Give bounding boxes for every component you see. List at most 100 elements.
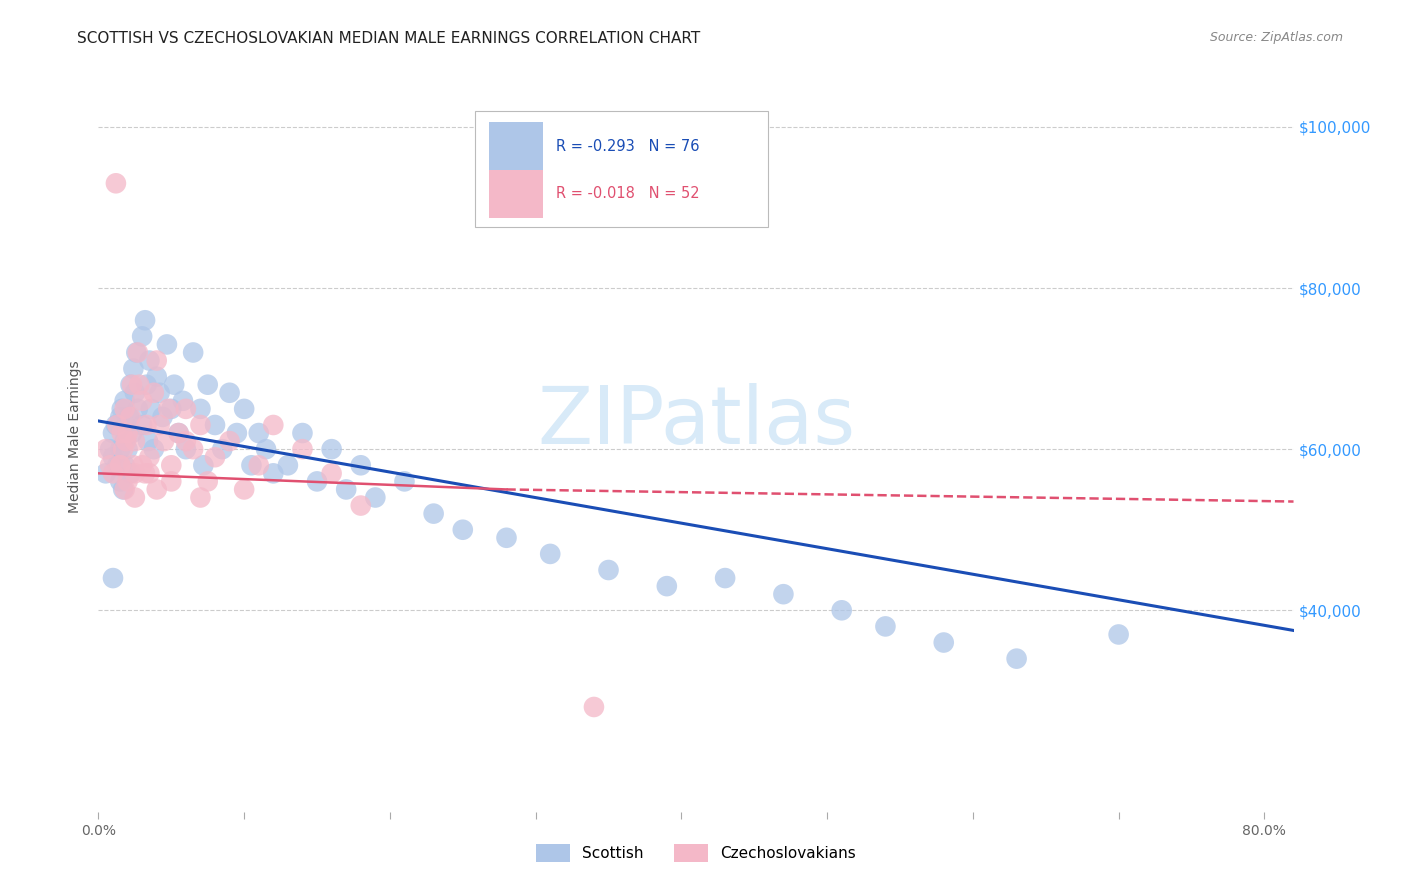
Point <box>134 313 156 327</box>
Point <box>350 458 373 473</box>
Point <box>181 345 204 359</box>
Point <box>94 442 117 457</box>
Point <box>114 483 136 497</box>
Point <box>120 409 142 424</box>
Point <box>110 475 132 489</box>
Point <box>190 491 212 505</box>
Point <box>114 401 136 416</box>
Point <box>538 547 561 561</box>
Point <box>112 442 135 457</box>
Point <box>233 483 256 497</box>
Point <box>160 401 183 416</box>
Point <box>101 467 124 481</box>
Point <box>128 377 150 392</box>
Point <box>598 563 620 577</box>
Point <box>120 467 142 481</box>
Point <box>149 417 172 432</box>
Point <box>112 483 135 497</box>
Point <box>117 442 139 457</box>
Point <box>145 483 167 497</box>
Point <box>134 467 156 481</box>
Point <box>157 401 180 416</box>
Point <box>135 377 157 392</box>
Point <box>117 475 139 489</box>
FancyBboxPatch shape <box>489 122 543 171</box>
Point <box>153 434 176 449</box>
Point <box>111 401 134 416</box>
Point <box>211 442 233 457</box>
Point <box>277 458 299 473</box>
Point <box>117 425 139 440</box>
Point <box>142 442 165 457</box>
Point <box>125 345 148 359</box>
Point <box>142 385 165 400</box>
Point <box>422 507 444 521</box>
Point <box>875 619 897 633</box>
Point <box>225 425 247 440</box>
Point <box>104 417 127 432</box>
Point <box>101 425 124 440</box>
Point <box>114 393 136 408</box>
Point <box>772 587 794 601</box>
Point <box>111 425 134 440</box>
Point <box>174 434 197 449</box>
Point <box>172 393 194 408</box>
Point <box>110 458 132 473</box>
Point <box>131 417 153 432</box>
Point <box>124 491 146 505</box>
Point <box>160 458 183 473</box>
Point <box>156 337 179 351</box>
Text: SCOTTISH VS CZECHOSLOVAKIAN MEDIAN MALE EARNINGS CORRELATION CHART: SCOTTISH VS CZECHOSLOVAKIAN MEDIAN MALE … <box>77 31 700 46</box>
Point <box>114 434 136 449</box>
Point <box>122 458 145 473</box>
Text: R = -0.293   N = 76: R = -0.293 N = 76 <box>557 139 700 154</box>
Point <box>104 176 127 190</box>
Point <box>204 450 226 465</box>
Text: R = -0.018   N = 52: R = -0.018 N = 52 <box>557 186 700 202</box>
Point <box>321 442 343 457</box>
Point <box>105 458 128 473</box>
Point <box>167 425 190 440</box>
Text: Source: ZipAtlas.com: Source: ZipAtlas.com <box>1209 31 1343 45</box>
Point <box>121 377 143 392</box>
Point <box>262 417 284 432</box>
Point <box>131 458 153 473</box>
Point <box>262 467 284 481</box>
Point <box>118 409 141 424</box>
Point <box>115 417 138 432</box>
Point <box>1005 651 1028 665</box>
Point <box>138 467 160 481</box>
Point <box>714 571 737 585</box>
Point <box>163 377 186 392</box>
Point <box>218 385 240 400</box>
Point <box>127 345 149 359</box>
Point <box>124 385 146 400</box>
Point <box>1108 627 1130 641</box>
Point <box>114 458 136 473</box>
Point <box>197 377 219 392</box>
Point <box>451 523 474 537</box>
Point <box>291 442 314 457</box>
Point <box>136 434 159 449</box>
Point <box>218 434 240 449</box>
Point <box>98 458 121 473</box>
Point <box>121 425 143 440</box>
Point <box>110 458 132 473</box>
Point <box>101 450 124 465</box>
Point <box>233 401 256 416</box>
Point <box>131 393 153 408</box>
Point <box>124 434 146 449</box>
Point <box>193 458 215 473</box>
Text: ZIPatlas: ZIPatlas <box>537 383 855 461</box>
Point <box>582 700 605 714</box>
Point <box>105 417 128 432</box>
Point <box>655 579 678 593</box>
FancyBboxPatch shape <box>475 112 768 227</box>
Point <box>115 434 138 449</box>
Point <box>190 417 212 432</box>
Point <box>135 417 157 432</box>
Point <box>138 353 160 368</box>
Point <box>932 635 955 649</box>
Point <box>145 353 167 368</box>
Point <box>495 531 517 545</box>
